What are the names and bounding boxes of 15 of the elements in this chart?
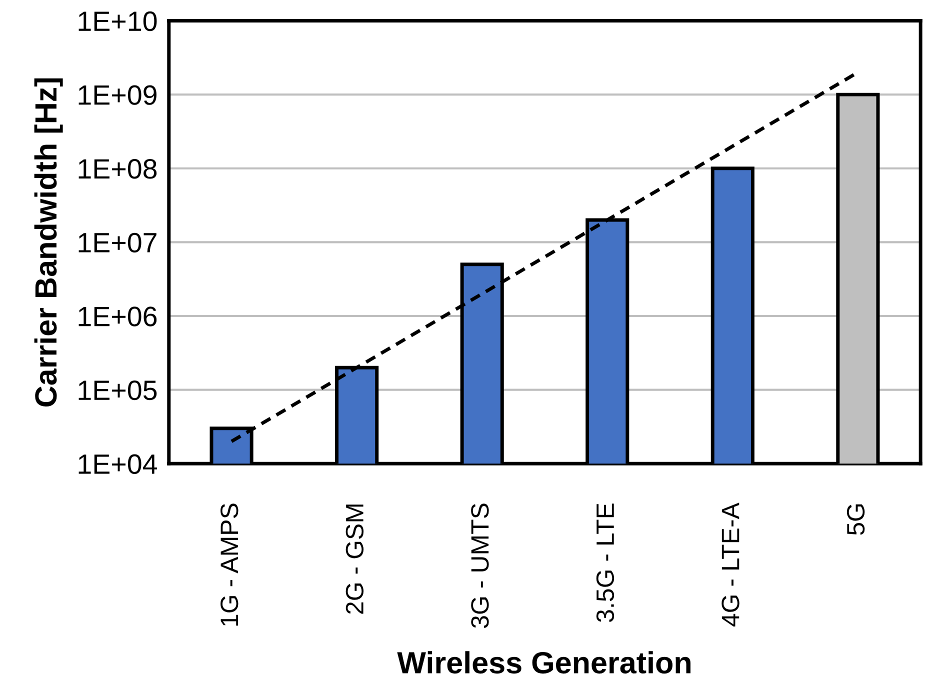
x-tick-label: 3G - UMTS (471, 504, 489, 628)
y-tick-label: 1E+09 (78, 85, 156, 105)
y-tick-label: 1E+08 (78, 159, 157, 179)
x-tick-label: 3.5G - LTE (596, 504, 614, 622)
y-tick-label: 1E+06 (78, 306, 157, 326)
x-tick-label: 2G - GSM (346, 504, 364, 614)
x-tick-label: 1G - AMPS (220, 504, 238, 626)
x-tick-label: 4G - LTE-A (722, 502, 740, 627)
x-tick-label: 5G (846, 504, 865, 535)
y-axis-title: Carrier Bandwidth [Hz] (34, 78, 63, 406)
y-tick-label: 1E+05 (78, 380, 157, 400)
y-tick-label: 1E+10 (78, 11, 157, 32)
y-tick-label: 1E+04 (78, 454, 157, 474)
x-axis-title: Wireless Generation (397, 651, 690, 674)
y-tick-label: 1E+07 (78, 232, 156, 253)
